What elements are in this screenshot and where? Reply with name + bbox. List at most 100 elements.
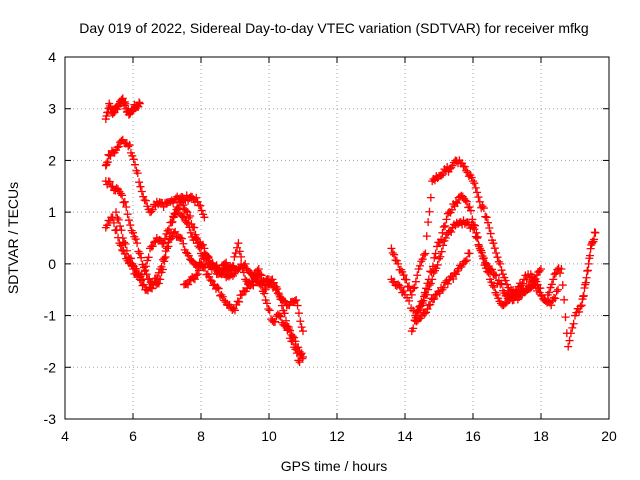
data-point xyxy=(447,227,456,236)
data-point xyxy=(122,246,131,255)
data-point xyxy=(405,296,414,305)
data-point xyxy=(275,290,284,299)
data-point xyxy=(114,215,123,224)
data-point xyxy=(138,281,147,290)
y-tick-label: 2 xyxy=(48,152,56,168)
data-point xyxy=(430,253,439,262)
data-point xyxy=(257,277,266,286)
data-point xyxy=(488,265,497,274)
data-point xyxy=(483,218,492,227)
data-point xyxy=(496,280,505,289)
data-point xyxy=(437,171,446,180)
data-point xyxy=(159,239,168,248)
data-point xyxy=(158,239,167,248)
data-point xyxy=(124,142,133,151)
data-point xyxy=(292,296,301,305)
data-point xyxy=(420,309,429,318)
data-point xyxy=(547,280,556,289)
data-point xyxy=(276,312,285,321)
data-point xyxy=(280,309,289,318)
data-point xyxy=(134,247,143,256)
series-9 xyxy=(411,249,474,326)
data-point xyxy=(129,228,137,237)
data-point xyxy=(487,278,496,287)
data-point xyxy=(148,242,157,251)
data-point xyxy=(118,191,127,200)
data-point xyxy=(551,294,560,303)
series-5 xyxy=(180,239,304,367)
data-point xyxy=(465,249,474,258)
data-point xyxy=(405,282,414,291)
data-point xyxy=(133,239,142,248)
data-point xyxy=(418,299,427,308)
data-point xyxy=(498,270,507,279)
y-tick-label: -2 xyxy=(44,359,57,375)
data-point xyxy=(477,246,486,255)
data-point xyxy=(241,275,250,284)
data-point xyxy=(536,284,545,293)
series-0 xyxy=(101,94,144,124)
data-point xyxy=(581,280,590,289)
data-point xyxy=(218,292,227,301)
data-point xyxy=(206,276,215,285)
data-point xyxy=(299,352,307,361)
data-point xyxy=(276,295,285,304)
data-point xyxy=(131,160,140,169)
data-point xyxy=(557,265,566,274)
data-point xyxy=(108,213,117,222)
data-point xyxy=(390,250,399,259)
data-point xyxy=(132,265,141,274)
data-point xyxy=(268,275,277,284)
data-point xyxy=(237,252,246,261)
data-point xyxy=(149,280,158,289)
data-point xyxy=(144,253,153,262)
data-point xyxy=(501,276,510,285)
data-point xyxy=(174,204,183,213)
data-point xyxy=(214,284,223,293)
data-point xyxy=(413,271,422,280)
data-point xyxy=(552,287,561,296)
data-point xyxy=(394,259,403,268)
data-point xyxy=(565,336,574,345)
data-point xyxy=(179,201,188,210)
data-point xyxy=(169,228,178,237)
data-point xyxy=(388,248,397,257)
x-axis: 4 6 8 10 12 14 16 18 20 xyxy=(61,57,617,444)
data-point xyxy=(262,299,271,308)
data-point xyxy=(411,277,420,286)
data-point xyxy=(179,239,188,248)
data-point xyxy=(118,234,127,242)
data-point xyxy=(586,244,595,253)
data-point xyxy=(154,279,163,288)
data-point xyxy=(135,178,144,187)
data-point xyxy=(185,223,194,232)
data-point xyxy=(234,239,243,248)
data-point xyxy=(479,204,488,213)
data-point xyxy=(452,197,460,206)
y-tick-label: 1 xyxy=(48,204,56,220)
data-point xyxy=(422,290,431,299)
data-point xyxy=(284,325,293,334)
data-point xyxy=(272,282,281,291)
data-point xyxy=(135,99,144,108)
data-point xyxy=(407,290,416,299)
data-point xyxy=(296,317,305,326)
data-point xyxy=(577,301,586,310)
data-point xyxy=(264,304,273,313)
data-point xyxy=(196,261,205,270)
data-point xyxy=(461,257,470,266)
series-1 xyxy=(101,135,209,222)
data-point xyxy=(194,266,203,275)
data-point xyxy=(213,283,222,292)
data-point xyxy=(462,256,471,265)
data-point xyxy=(417,297,426,306)
data-point xyxy=(421,249,430,258)
data-point xyxy=(558,281,567,290)
data-point xyxy=(496,259,505,268)
data-point xyxy=(438,285,447,294)
data-point xyxy=(428,275,437,284)
data-point xyxy=(590,235,599,244)
data-point xyxy=(424,218,433,227)
data-point xyxy=(410,283,419,292)
